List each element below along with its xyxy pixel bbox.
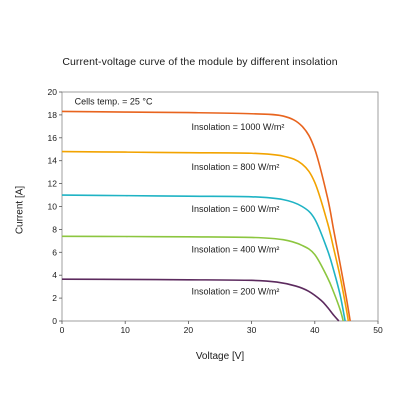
series-line-3 <box>61 235 345 322</box>
series-label-3: Insolation = 400 W/m² <box>192 244 280 254</box>
y-tick-label: 4 <box>52 270 57 280</box>
y-tick-label: 16 <box>48 133 58 143</box>
series-label-0: Insolation = 1000 W/m² <box>192 122 285 132</box>
x-tick-label: 0 <box>60 325 65 335</box>
series-line-4 <box>61 278 340 322</box>
series-label-4: Insolation = 200 W/m² <box>192 287 280 297</box>
series-line-2 <box>61 194 346 322</box>
x-axis-label: Voltage [V] <box>195 351 245 362</box>
y-tick-label: 18 <box>48 110 58 120</box>
x-tick-label: 50 <box>373 325 383 335</box>
cells-temp-annotation: Cells temp. = 25 °C <box>75 97 153 107</box>
y-tick-label: 20 <box>48 87 58 97</box>
y-tick-label: 10 <box>48 202 58 212</box>
y-tick-label: 8 <box>52 224 57 234</box>
y-tick-label: 12 <box>48 179 58 189</box>
y-tick-label: 0 <box>52 316 57 326</box>
chart-title: Current-voltage curve of the module by d… <box>62 56 338 68</box>
y-tick-label: 2 <box>52 293 57 303</box>
x-tick-label: 20 <box>184 325 194 335</box>
series-line-1 <box>61 150 350 322</box>
x-tick-label: 30 <box>247 325 257 335</box>
y-tick-label: 14 <box>48 156 58 166</box>
series-label-2: Insolation = 600 W/m² <box>192 204 280 214</box>
x-tick-label: 10 <box>120 325 130 335</box>
series-label-1: Insolation = 800 W/m² <box>192 162 280 172</box>
y-tick-label: 6 <box>52 247 57 257</box>
series-line-0 <box>61 110 351 322</box>
x-tick-label: 40 <box>310 325 320 335</box>
